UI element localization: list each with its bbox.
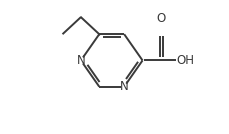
Text: N: N	[119, 80, 128, 93]
Text: OH: OH	[176, 54, 194, 67]
Text: N: N	[76, 54, 85, 67]
Text: O: O	[156, 12, 165, 25]
